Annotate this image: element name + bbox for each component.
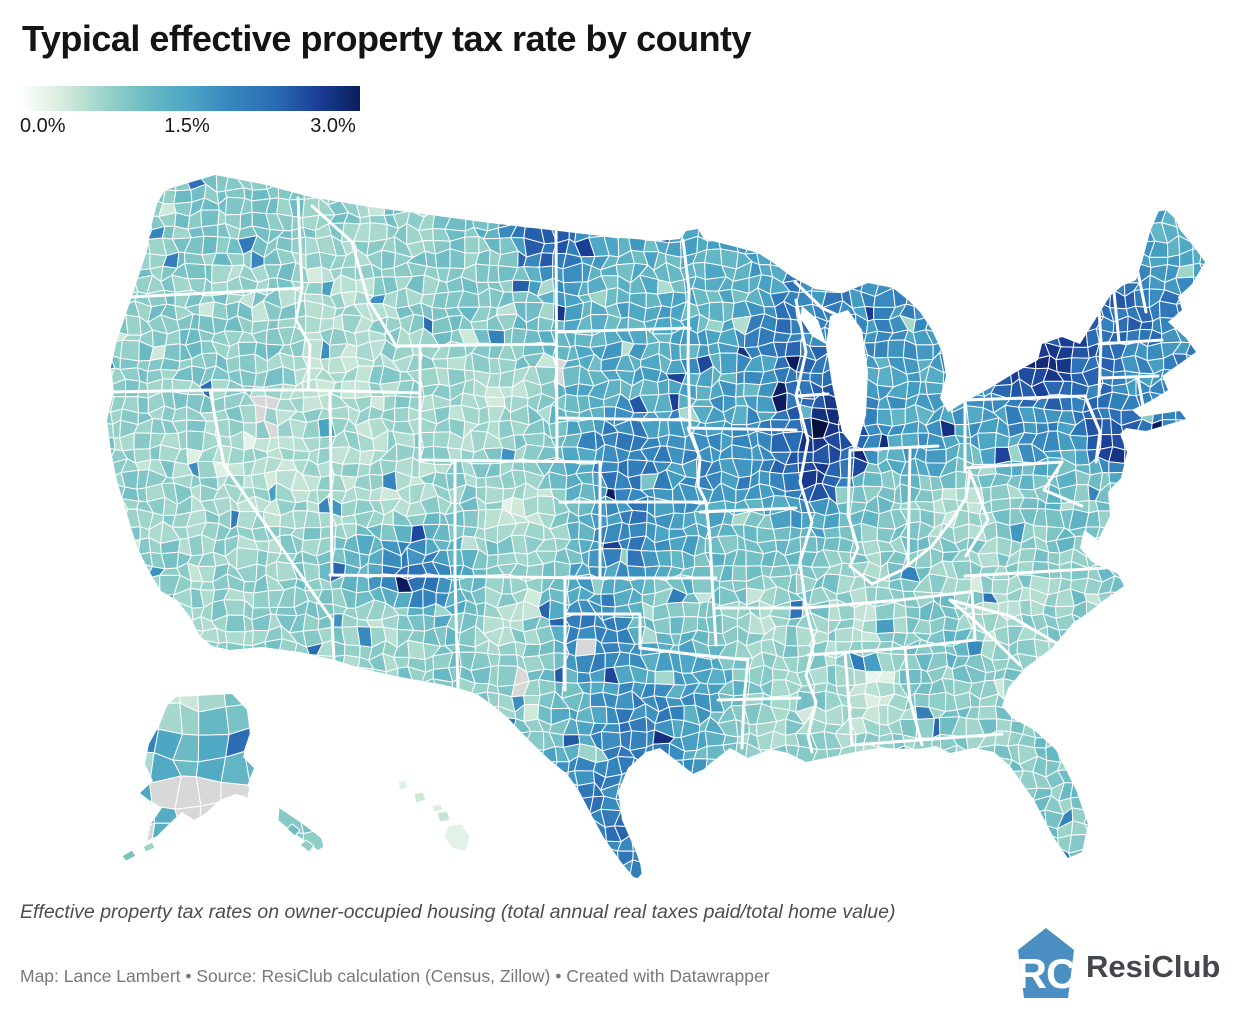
resiclub-logo[interactable]: RC ResiClub (1016, 926, 1230, 1002)
legend-gradient-bar (20, 86, 360, 111)
logo-wordmark: ResiClub (1086, 949, 1220, 984)
map-attribution: Map: Lance Lambert • Source: ResiClub ca… (20, 966, 770, 986)
logo-monogram: RC (1017, 950, 1076, 997)
legend-label-mid: 1.5% (164, 115, 210, 137)
legend-label-min: 0.0% (20, 115, 66, 137)
map-footnote: Effective property tax rates on owner-oc… (20, 901, 896, 923)
legend-label-max: 3.0% (310, 115, 356, 137)
logo-house-icon: RC (1017, 928, 1076, 998)
page-title: Typical effective property tax rate by c… (22, 18, 752, 59)
color-legend: 0.0% 1.5% 3.0% (20, 86, 364, 141)
